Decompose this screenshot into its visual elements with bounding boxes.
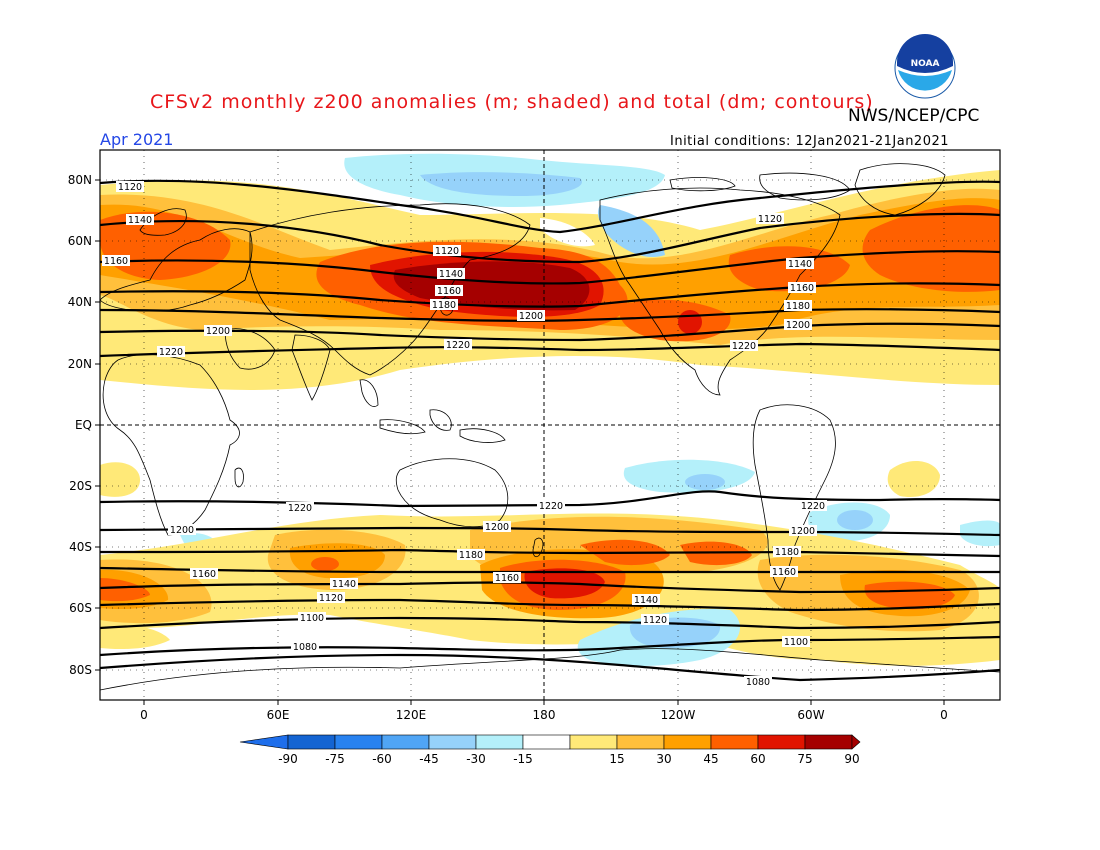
longitude-labels: 0 60E 120E 180 120W 60W 0: [140, 708, 948, 722]
colorbar-label: 45: [703, 752, 718, 766]
lat-label: 20N: [68, 357, 92, 371]
contour-labels-north: 1120 1140 1160 1120 1140 1160 1180 1200 …: [102, 181, 816, 358]
contour-label: 1140: [634, 595, 658, 606]
colorbar-swatch: [804, 734, 853, 750]
contour-label: 1200: [786, 320, 810, 331]
colorbar-swatch: [710, 734, 759, 750]
lat-label: 20S: [69, 479, 92, 493]
colorbar-high-arrow: [851, 734, 861, 750]
lat-label: EQ: [75, 418, 92, 432]
contour-label: 1100: [300, 613, 324, 624]
contour-label: 1080: [746, 677, 770, 688]
contour-label: 1120: [319, 593, 343, 604]
contour-label: 1200: [791, 526, 815, 537]
contour-label: 1100: [784, 637, 808, 648]
contour-label: 1140: [332, 579, 356, 590]
colorbar-label: -60: [372, 752, 392, 766]
colorbar-label: -15: [513, 752, 533, 766]
colorbar-swatch: [475, 734, 524, 750]
contour-label: 1140: [439, 269, 463, 280]
contour-label: 1160: [104, 256, 128, 267]
colorbar-label: -75: [325, 752, 345, 766]
colorbar-label: 30: [656, 752, 671, 766]
contour-label: 1160: [772, 567, 796, 578]
colorbar-label: 60: [750, 752, 765, 766]
colorbar-swatch: [522, 734, 571, 750]
axis-ticks: [95, 179, 945, 705]
colorbar-swatch: [663, 734, 712, 750]
colorbar-swatch: [616, 734, 665, 750]
contour-label: 1200: [519, 311, 543, 322]
colorbar-label: -45: [419, 752, 439, 766]
contour-label: 1120: [643, 615, 667, 626]
contour-label: 1220: [801, 501, 825, 512]
forecast-month: Apr 2021: [100, 130, 173, 149]
contour-label: 1220: [732, 341, 756, 352]
colorbar-label: 15: [609, 752, 624, 766]
logo-text: NOAA: [911, 59, 940, 69]
contour-label: 1160: [437, 286, 461, 297]
colorbar-label: 90: [844, 752, 859, 766]
latitude-labels: 80N 60N 40N 20N EQ 20S 40S 60S 80S: [68, 173, 92, 677]
lon-label: 120W: [661, 708, 696, 722]
colorbar-swatch: [428, 734, 477, 750]
contour-label: 1120: [758, 214, 782, 225]
initial-conditions: Initial conditions: 12Jan2021-21Jan2021: [670, 134, 949, 149]
colorbar-label: -30: [466, 752, 486, 766]
agency-credit: NWS/NCEP/CPC: [848, 106, 979, 126]
contour-label: 1200: [170, 525, 194, 536]
lon-label: 60E: [267, 708, 290, 722]
colorbar-swatch: [757, 734, 806, 750]
lon-label: 0: [940, 708, 948, 722]
colorbar-swatch: [334, 734, 383, 750]
colorbar-swatch: [569, 734, 618, 750]
contour-label: 1080: [293, 642, 317, 653]
contour-label: 1200: [485, 522, 509, 533]
contour-label: 1220: [159, 347, 183, 358]
colorbar-label: -90: [278, 752, 298, 766]
chart-title: CFSv2 monthly z200 anomalies (m; shaded)…: [150, 91, 874, 113]
colorbar-low-arrow: [239, 734, 289, 750]
noaa-logo-icon: NOAA: [894, 34, 956, 99]
graticule: [100, 150, 1000, 700]
lat-label: 60N: [68, 234, 92, 248]
lat-label: 80S: [69, 663, 92, 677]
lat-label: 80N: [68, 173, 92, 187]
contour-label: 1140: [788, 259, 812, 270]
lon-label: 120E: [396, 708, 427, 722]
lat-label: 40N: [68, 295, 92, 309]
contour-label: 1220: [539, 501, 563, 512]
contour-label: 1160: [495, 573, 519, 584]
contour-label: 1180: [775, 547, 799, 558]
contour-label: 1220: [288, 503, 312, 514]
colorbar: -90 -75 -60 -45 -30 -15 15 30 45 60 75 90: [239, 734, 861, 766]
contour-label: 1120: [435, 246, 459, 257]
contour-label: 1120: [118, 182, 142, 193]
contour-label: 1180: [786, 301, 810, 312]
lon-label: 0: [140, 708, 148, 722]
contour-labels-south: 1220 1220 1220 1200 1200 1200 1180 1180 …: [168, 500, 827, 688]
lat-label: 60S: [69, 601, 92, 615]
lon-label: 180: [533, 708, 556, 722]
contour-label: 1140: [128, 215, 152, 226]
lat-label: 40S: [69, 540, 92, 554]
colorbar-swatch: [381, 734, 430, 750]
map-area: 1120 1140 1160 1120 1140 1160 1180 1200 …: [100, 150, 1000, 700]
contour-label: 1200: [206, 326, 230, 337]
contour-label: 1160: [192, 569, 216, 580]
contour-label: 1220: [446, 340, 470, 351]
lon-label: 60W: [797, 708, 824, 722]
contour-label: 1160: [790, 283, 814, 294]
contour-label: 1180: [432, 300, 456, 311]
contour-label: 1180: [459, 550, 483, 561]
colorbar-label: 75: [797, 752, 812, 766]
colorbar-swatch: [287, 734, 336, 750]
